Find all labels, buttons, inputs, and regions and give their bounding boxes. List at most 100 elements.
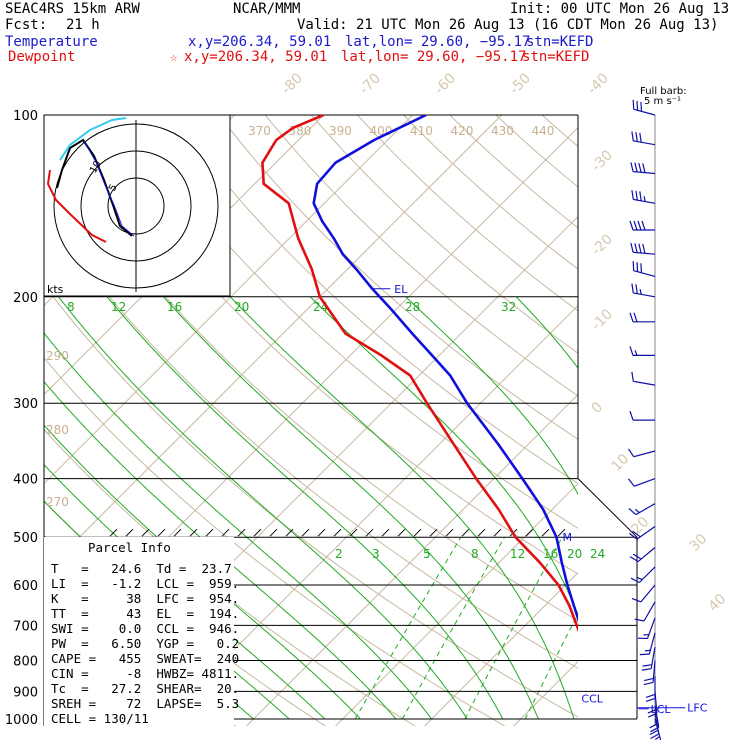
wind-barb — [630, 566, 656, 584]
hatch-mark — [541, 528, 550, 537]
wind-barb — [632, 99, 656, 116]
isotherm-line — [156, 304, 578, 726]
temperature-legend-label: Temperature — [5, 34, 98, 50]
wind-barb — [637, 617, 656, 640]
wind-barb — [629, 410, 655, 421]
hatch-mark — [349, 528, 358, 537]
parcel-info-row: Tc = 27.2 SHEAR= 20. — [51, 681, 239, 696]
moist-adiabat — [309, 296, 578, 617]
isotherm-label: -40 — [585, 70, 612, 97]
dry-adiabat — [44, 357, 506, 726]
pressure-tick-label: 800 — [13, 655, 38, 670]
hodograph-ring-label: 5 — [107, 182, 120, 193]
profile-temperature — [312, 115, 578, 623]
dry-adiabats — [44, 102, 740, 732]
valid-time: Valid: 21 UTC Mon 26 Aug 13 (16 CDT Mon … — [297, 17, 719, 33]
hatch-mark — [269, 528, 278, 537]
moist-adiabat-label: 12 — [111, 300, 126, 314]
barb-units: 5 m s⁻¹ — [644, 96, 681, 107]
dry-adiabat — [80, 115, 578, 575]
wind-barb — [631, 371, 656, 386]
theta-label: 280 — [46, 423, 69, 437]
wind-barb — [630, 242, 656, 255]
hatch-mark — [429, 528, 438, 537]
isotherm-label: -80 — [279, 70, 306, 97]
wind-barb — [654, 718, 662, 740]
hatch-mark — [205, 528, 214, 537]
theta-label: 370 — [248, 124, 271, 138]
mixing-ratio-label: 16 — [543, 547, 558, 561]
pressure-tick-label: 300 — [13, 397, 38, 412]
hatch-mark — [477, 528, 486, 537]
wind-barb — [630, 162, 656, 175]
wind-barb — [627, 448, 656, 458]
parcel-info-row: PW = 6.50 YGP = 0.2 — [51, 636, 239, 651]
lower-boundary — [577, 478, 638, 719]
parcel-info-row: LI = -1.2 LCL = 959. — [51, 576, 239, 591]
isotherm-label: -10 — [589, 306, 616, 333]
hodograph-frame — [43, 114, 231, 297]
moist-adiabat-label: 20 — [234, 300, 249, 314]
dry-adiabat — [44, 130, 578, 622]
isotherm-label: 0 — [589, 399, 607, 417]
wind-barb — [639, 632, 656, 656]
hatch-mark — [157, 528, 166, 537]
mixing-ratio-line — [354, 536, 462, 720]
hatch-mark — [173, 528, 182, 537]
temperature-station: stn=KEFD — [526, 34, 594, 50]
dry-adiabat — [356, 115, 578, 312]
dewpoint-xy: x,y=206.34, 59.01 — [184, 49, 328, 65]
isotherm-line — [423, 571, 578, 726]
hodograph-units: kts — [47, 283, 64, 296]
wind-barb — [632, 261, 656, 277]
dry-adiabat — [44, 284, 578, 718]
theta-label: 430 — [491, 124, 514, 138]
isotherm-line — [512, 660, 578, 726]
isotherm-line — [674, 102, 740, 740]
mixing-ratio-label: 5 — [423, 547, 431, 561]
moist-adiabat — [731, 297, 740, 719]
theta-label: 290 — [46, 349, 69, 363]
mixing-ratio-line — [524, 612, 578, 720]
wind-barb — [629, 526, 656, 540]
level-markers: EL M CCL LCL LFC — [372, 283, 708, 716]
isotherm-line — [44, 115, 414, 485]
dry-adiabat — [664, 102, 740, 732]
wind-barb — [641, 646, 656, 671]
wind-barb — [634, 601, 656, 622]
isotherm-label: -20 — [589, 231, 616, 258]
mixing-ratio-label: 24 — [590, 547, 605, 561]
isotherm-label: 30 — [687, 531, 711, 555]
level-label-ccl: CCL — [581, 693, 603, 706]
isotherm-line — [334, 482, 578, 726]
parcel-info-row: TT = 43 EL = 194. — [51, 606, 239, 621]
theta-label: 390 — [329, 124, 352, 138]
pressure-tick-label: 100 — [13, 109, 38, 124]
dry-adiabat — [541, 115, 578, 148]
isotherm-label: 40 — [706, 591, 730, 615]
wind-barb — [629, 312, 655, 323]
parcel-info-row: K = 38 LFC = 954. — [51, 591, 239, 606]
center-title: NCAR/MMM — [233, 1, 301, 17]
hatch-mark — [301, 528, 310, 537]
theta-label: 440 — [532, 124, 555, 138]
dry-adiabat — [709, 102, 740, 732]
wind-barb — [629, 547, 656, 563]
temperature-latlon: lat,lon= 29.60, −95.17 — [345, 34, 531, 50]
hatch-mark — [109, 528, 118, 537]
mixing-ratio-lines — [354, 536, 735, 720]
hatch-mark — [125, 528, 134, 537]
wind-barb — [631, 131, 656, 146]
hatch-mark — [525, 528, 534, 537]
parcel-info-title: Parcel Info — [88, 540, 171, 555]
wind-barb — [627, 478, 656, 487]
pressure-tick-label: 200 — [13, 291, 38, 306]
parcel-info-row: SREH = 72 LAPSE= 5.3 — [51, 696, 239, 711]
wind-barb — [631, 584, 656, 603]
dry-adiabat — [44, 208, 578, 669]
mixing-ratio-line — [652, 537, 735, 719]
level-label-m: M — [563, 531, 573, 544]
wind-barbs — [627, 99, 662, 740]
